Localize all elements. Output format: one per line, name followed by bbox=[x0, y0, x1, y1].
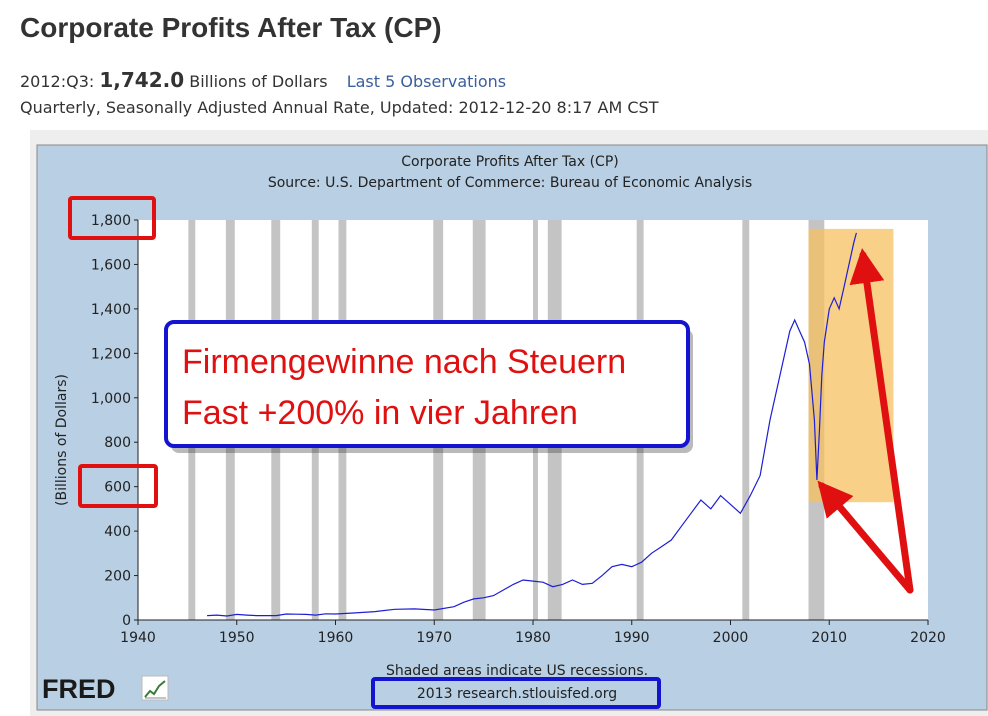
page-title: Corporate Profits After Tax (CP) bbox=[20, 12, 442, 43]
y-tick-label: 200 bbox=[104, 569, 131, 585]
fred-logo: FRED bbox=[42, 674, 116, 704]
y-tick-label: 1,600 bbox=[91, 257, 131, 273]
chart-subtitle: Source: U.S. Department of Commerce: Bur… bbox=[268, 175, 752, 191]
y-gridlines bbox=[134, 219, 929, 625]
callout-box bbox=[164, 320, 690, 448]
y-tick-label: 800 bbox=[104, 435, 131, 451]
x-tick-label: 1960 bbox=[318, 630, 354, 646]
observation-period: 2012:Q3: bbox=[20, 72, 95, 91]
annotation-box-footer bbox=[371, 677, 661, 709]
x-tick-label: 2020 bbox=[910, 630, 946, 646]
latest-observation: 2012:Q3: 1,742.0 Billions of Dollars Las… bbox=[20, 68, 506, 92]
y-tick-label: 600 bbox=[104, 480, 131, 496]
x-tick-label: 1940 bbox=[120, 630, 156, 646]
footer-text: 2013 research.stlouisfed.org bbox=[417, 686, 617, 702]
y-tick-label: 0 bbox=[122, 613, 131, 629]
axes bbox=[137, 220, 928, 621]
y-tick-labels: 0 200 400 600 800 1,000 1,200 1,400 1,600 1,800 bbox=[91, 213, 131, 629]
callout-line-2: Fast +200% in vier Jahren bbox=[182, 394, 578, 432]
recession-bar-10 bbox=[742, 220, 750, 620]
annotation-box-600 bbox=[78, 464, 158, 508]
chart-line-icon bbox=[141, 675, 169, 701]
recession-note: Shaded areas indicate US recessions. bbox=[386, 663, 648, 679]
x-tick-label: 2000 bbox=[713, 630, 749, 646]
series-line bbox=[207, 232, 857, 617]
y-tick-label: 1,800 bbox=[91, 213, 131, 229]
arrow-to-high bbox=[849, 248, 914, 594]
x-tick-labels: 1940 1950 1960 1970 1980 1990 2000 2010 2020 bbox=[120, 630, 946, 646]
annotation-arrows bbox=[817, 248, 914, 594]
y-tick-label: 1,200 bbox=[91, 346, 131, 362]
y-tick-label: 1,400 bbox=[91, 302, 131, 318]
callout-line-1: Firmengewinne nach Steuern bbox=[182, 343, 626, 381]
x-tick-label: 1970 bbox=[416, 630, 452, 646]
chart-title: Corporate Profits After Tax (CP) bbox=[401, 154, 618, 170]
x-tick-label: 1990 bbox=[614, 630, 650, 646]
x-tick-label: 1950 bbox=[219, 630, 255, 646]
series-meta: Quarterly, Seasonally Adjusted Annual Ra… bbox=[20, 98, 659, 117]
x-tick-label: 2010 bbox=[811, 630, 847, 646]
observation-value: 1,742.0 bbox=[99, 68, 185, 92]
arrow-to-low bbox=[817, 480, 914, 594]
annotation-box-1800 bbox=[68, 196, 156, 240]
y-axis-label: (Billions of Dollars) bbox=[54, 374, 70, 506]
x-tick-label: 1980 bbox=[515, 630, 551, 646]
observation-units: Billions of Dollars bbox=[189, 72, 328, 91]
y-tick-label: 1,000 bbox=[91, 391, 131, 407]
y-tick-label: 400 bbox=[104, 524, 131, 540]
last-observations-link[interactable]: Last 5 Observations bbox=[346, 72, 507, 91]
